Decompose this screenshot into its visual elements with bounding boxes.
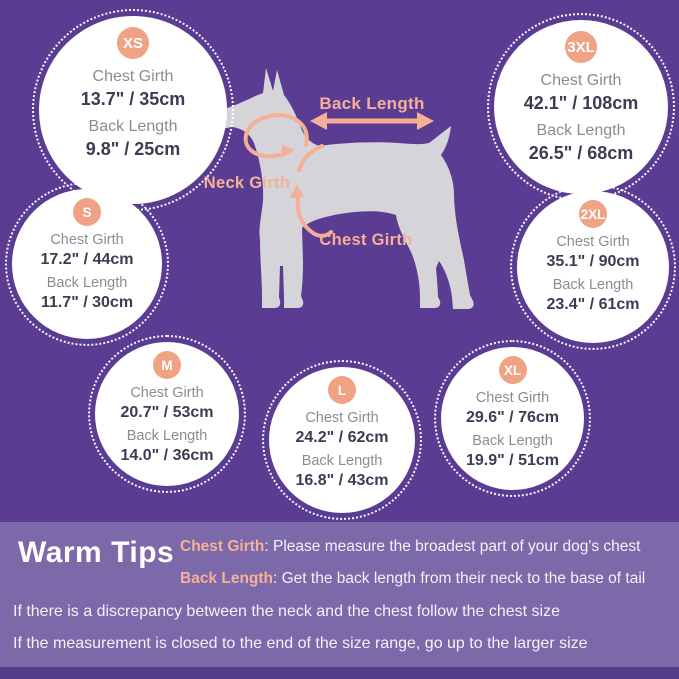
- back-length-label: Back Length: [126, 428, 208, 444]
- back-length-value: 16.8" / 43cm: [295, 472, 389, 489]
- chest-girth-value: 17.2" / 44cm: [40, 251, 134, 268]
- chest-girth-label: Chest Girth: [305, 410, 379, 426]
- sizing-note-1: If there is a discrepancy between the ne…: [13, 603, 560, 620]
- chest-girth-diagram-label: Chest Girth: [319, 231, 413, 249]
- size-circle-3xl: 3XL Chest Girth 42.1" / 108cm Back Lengt…: [487, 13, 675, 201]
- chest-girth-label: Chest Girth: [540, 72, 622, 89]
- chest-girth-label: Chest Girth: [475, 390, 550, 406]
- back-length-tip-text: : Get the back length from their neck to…: [273, 570, 646, 587]
- back-length-tip-key: Back Length: [180, 570, 274, 587]
- chest-girth-label: Chest Girth: [50, 232, 124, 248]
- back-length-value: 9.8" / 25cm: [85, 139, 181, 159]
- size-circle-l: L Chest Girth 24.2" / 62cm Back Length 1…: [262, 360, 422, 520]
- size-circle-content: L Chest Girth 24.2" / 62cm Back Length 1…: [269, 367, 415, 513]
- chest-girth-label: Chest Girth: [556, 234, 630, 250]
- chest-girth-value: 35.1" / 90cm: [546, 253, 640, 270]
- size-circle-content: 2XL Chest Girth 35.1" / 90cm Back Length…: [517, 191, 669, 343]
- back-length-diagram-label: Back Length: [319, 94, 425, 113]
- size-circle-xl: XL Chest Girth 29.6" / 76cm Back Length …: [434, 340, 591, 497]
- back-length-value: 11.7" / 30cm: [40, 294, 134, 311]
- back-length-value: 23.4" / 61cm: [546, 296, 640, 313]
- chest-girth-label: Chest Girth: [92, 68, 174, 85]
- size-circle-content: M Chest Girth 20.7" / 53cm Back Length 1…: [95, 342, 239, 486]
- back-length-label: Back Length: [472, 433, 553, 449]
- warm-tips-heading: Warm Tips: [18, 536, 175, 569]
- chest-girth-label: Chest Girth: [130, 385, 204, 401]
- back-length-label: Back Length: [552, 277, 634, 293]
- size-badge: S: [73, 198, 101, 226]
- chest-girth-value: 20.7" / 53cm: [120, 404, 214, 421]
- chest-girth-tip-key: Chest Girth: [180, 538, 265, 555]
- neck-girth-arrow-icon: [243, 113, 309, 159]
- size-badge: L: [328, 376, 356, 404]
- bottom-accent-strip: [0, 667, 679, 679]
- size-circle-content: XS Chest Girth 13.7" / 35cm Back Length …: [39, 16, 227, 204]
- back-length-value: 26.5" / 68cm: [528, 143, 634, 163]
- chest-girth-tip-text: : Please measure the broadest part of yo…: [264, 538, 641, 555]
- back-length-label: Back Length: [46, 275, 128, 291]
- size-circle-content: 3XL Chest Girth 42.1" / 108cm Back Lengt…: [494, 20, 668, 194]
- size-circle-content: XL Chest Girth 29.6" / 76cm Back Length …: [441, 347, 584, 490]
- size-badge: XS: [117, 27, 149, 59]
- chest-girth-value: 13.7" / 35cm: [80, 89, 186, 109]
- size-badge: 3XL: [565, 31, 597, 63]
- chest-girth-tip: Chest Girth: Please measure the broadest…: [180, 538, 640, 556]
- size-circle-s: S Chest Girth 17.2" / 44cm Back Length 1…: [5, 182, 169, 346]
- size-circle-xs: XS Chest Girth 13.7" / 35cm Back Length …: [32, 9, 234, 211]
- size-circle-content: S Chest Girth 17.2" / 44cm Back Length 1…: [12, 189, 162, 339]
- sizing-note-2: If the measurement is closed to the end …: [13, 635, 588, 652]
- back-length-label: Back Length: [536, 122, 626, 139]
- size-badge: XL: [498, 356, 527, 384]
- chest-girth-value: 42.1" / 108cm: [523, 93, 639, 113]
- back-length-label: Back Length: [88, 118, 178, 135]
- size-circle-2xl: 2XL Chest Girth 35.1" / 90cm Back Length…: [510, 184, 676, 350]
- neck-girth-diagram-label: Neck Girth: [203, 174, 291, 192]
- back-length-tip: Back Length: Get the back length from th…: [180, 570, 645, 588]
- size-badge: M: [153, 351, 181, 379]
- chest-girth-value: 24.2" / 62cm: [295, 429, 389, 446]
- chest-girth-value: 29.6" / 76cm: [466, 409, 559, 426]
- size-circle-m: M Chest Girth 20.7" / 53cm Back Length 1…: [88, 335, 246, 493]
- size-badge: 2XL: [579, 200, 607, 228]
- back-length-value: 19.9" / 51cm: [466, 452, 559, 469]
- warm-tips-panel: Warm Tips Chest Girth: Please measure th…: [0, 522, 679, 667]
- back-length-label: Back Length: [301, 453, 383, 469]
- back-length-value: 14.0" / 36cm: [120, 447, 214, 464]
- back-length-arrow-icon: [310, 112, 434, 130]
